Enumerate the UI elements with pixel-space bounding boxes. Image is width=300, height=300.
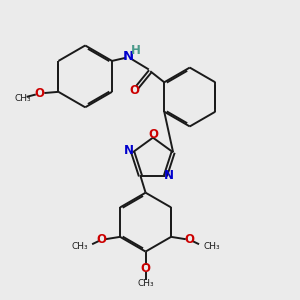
Text: CH₃: CH₃ <box>137 280 154 289</box>
Text: O: O <box>184 233 194 246</box>
Text: N: N <box>164 169 174 182</box>
Text: O: O <box>34 87 44 100</box>
Text: O: O <box>141 262 151 275</box>
Text: O: O <box>148 128 158 141</box>
Text: N: N <box>124 144 134 157</box>
Text: CH₃: CH₃ <box>203 242 220 251</box>
Text: CH₃: CH₃ <box>71 242 88 251</box>
Text: H: H <box>130 44 140 56</box>
Text: CH₃: CH₃ <box>14 94 31 103</box>
Text: O: O <box>97 233 107 246</box>
Text: O: O <box>129 84 139 97</box>
Text: N: N <box>123 50 134 63</box>
